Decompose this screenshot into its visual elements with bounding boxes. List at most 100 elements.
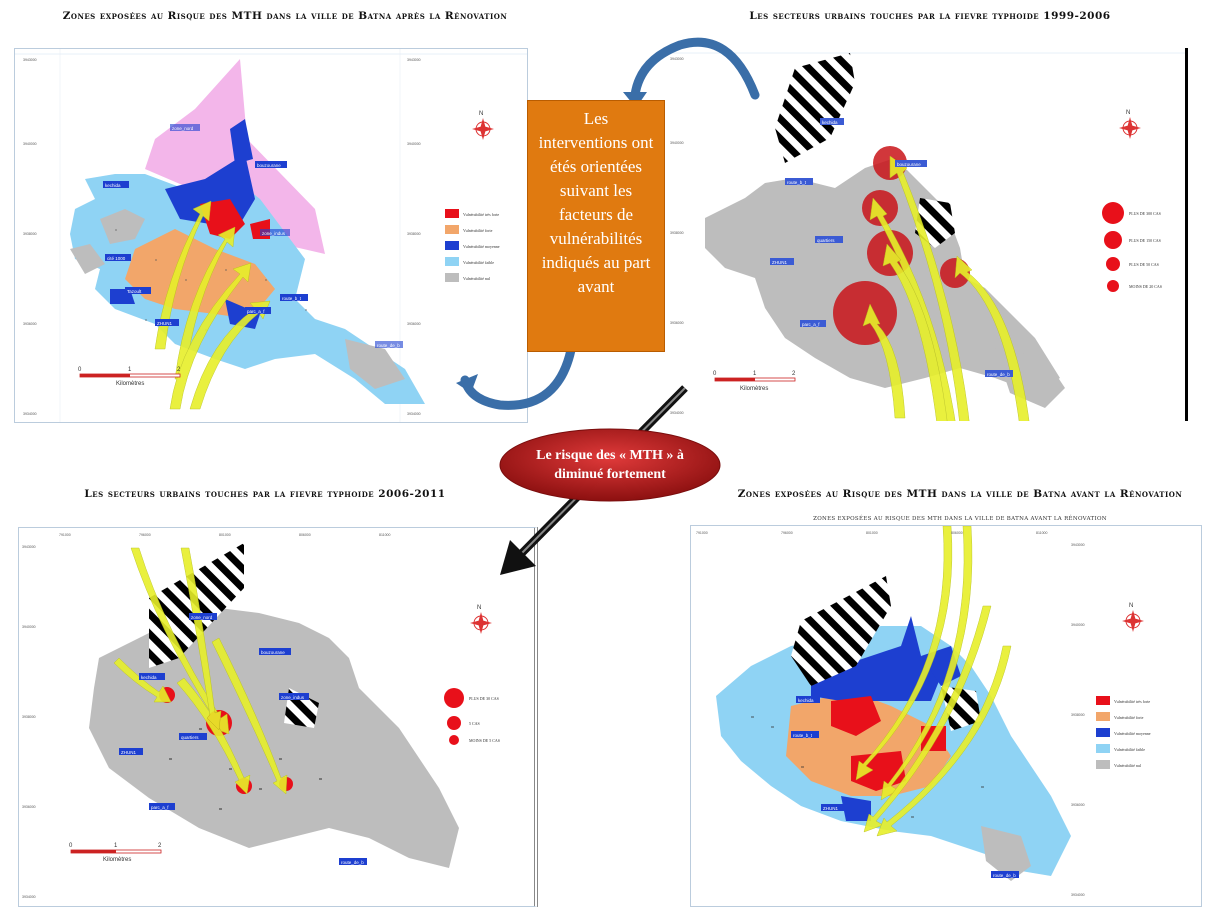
place-labels-tl: zone_nord bouzourane kechida zone_indus … xyxy=(103,124,403,348)
svg-text:3936000: 3936000 xyxy=(22,805,36,809)
svg-text:2: 2 xyxy=(177,367,181,373)
dark-blue-zone xyxy=(110,119,260,329)
svg-text:Vulnérabilité moyenne: Vulnérabilité moyenne xyxy=(463,244,500,249)
map-bottom-left: zone_nord bouzourane kechida zone_indus … xyxy=(18,527,538,907)
risk-bubble-text: Le risque des « MTH » à diminué fortemen… xyxy=(536,448,684,482)
cases-legend-1999: PLUS DE 300 CAS PLUS DE 150 CAS PLUS DE … xyxy=(1102,202,1162,292)
svg-text:3943000: 3943000 xyxy=(22,545,36,549)
compass-icon: N xyxy=(472,111,494,140)
svg-text:Vulnérabilité forte: Vulnérabilité forte xyxy=(463,228,493,233)
coords-tl: 3943000 3940000 3938000 3936000 3934000 … xyxy=(23,58,421,416)
red-zone xyxy=(200,199,270,239)
svg-text:Vulnérabilité faible: Vulnérabilité faible xyxy=(1114,747,1145,752)
svg-text:1: 1 xyxy=(753,371,757,377)
cases-legend-2006: PLUS DE 30 CAS 5 CAS MOINS DE 5 CAS xyxy=(444,688,500,745)
place-label: Tazoult xyxy=(127,289,142,294)
map-bottom-right: kechida route_b_t ZHUN1 route_de_b 79100… xyxy=(690,525,1202,907)
svg-text:3934000: 3934000 xyxy=(23,412,37,416)
risk-bubble-shape xyxy=(499,428,721,502)
svg-text:3943000: 3943000 xyxy=(1071,543,1085,547)
callout-text: Les interventions ont étés orientées sui… xyxy=(538,109,654,296)
place-label: kechida xyxy=(105,183,121,188)
svg-text:route_de_b: route_de_b xyxy=(987,372,1010,377)
place-label: cité 1000 xyxy=(107,256,126,261)
place-label: zone_indus xyxy=(262,231,286,236)
svg-text:Vulnérabilité nul: Vulnérabilité nul xyxy=(1114,763,1142,768)
svg-text:0: 0 xyxy=(78,367,82,373)
coords-br: 791000 796000 801000 806000 811000 39430… xyxy=(696,531,1085,897)
svg-text:Kilomètres: Kilomètres xyxy=(103,857,131,863)
map-top-left-svg: zone_nord bouzourane kechida zone_indus … xyxy=(15,49,527,422)
svg-text:kechida: kechida xyxy=(141,675,157,680)
svg-text:3940000: 3940000 xyxy=(407,142,421,146)
svg-text:MOINS DE 5 CAS: MOINS DE 5 CAS xyxy=(469,738,500,743)
svg-text:2: 2 xyxy=(158,843,162,849)
svg-text:route_de_b: route_de_b xyxy=(993,873,1016,878)
svg-text:N: N xyxy=(477,605,481,611)
svg-text:ZHUN1: ZHUN1 xyxy=(823,806,838,811)
map-top-right: kechida bouzourane route_b_t quartiers Z… xyxy=(665,48,1188,421)
svg-text:806000: 806000 xyxy=(299,533,311,537)
svg-text:801000: 801000 xyxy=(866,531,878,535)
compass-icon: N xyxy=(1122,603,1144,632)
svg-text:3938000: 3938000 xyxy=(670,231,684,235)
place-label: route_b_t xyxy=(282,296,302,301)
svg-text:route_b_t: route_b_t xyxy=(787,180,807,185)
place-labels-tr: kechida bouzourane route_b_t quartiers Z… xyxy=(770,118,1013,377)
yellow-arrows xyxy=(855,526,1012,837)
gray-zone xyxy=(70,209,405,389)
svg-text:ZHUN1: ZHUN1 xyxy=(772,260,787,265)
svg-text:PLUS DE 30 CAS: PLUS DE 30 CAS xyxy=(469,696,499,701)
svg-text:796000: 796000 xyxy=(781,531,793,535)
svg-text:PLUS DE 150 CAS: PLUS DE 150 CAS xyxy=(1129,238,1161,243)
compass-icon: N xyxy=(470,605,492,634)
svg-text:PLUS DE 300 CAS: PLUS DE 300 CAS xyxy=(1129,211,1161,216)
svg-text:Vulnérabilité très forte: Vulnérabilité très forte xyxy=(463,212,499,217)
title-bottom-left: Les secteurs urbains touches par la fiev… xyxy=(84,488,446,500)
svg-text:811000: 811000 xyxy=(379,533,390,537)
interventions-callout: Les interventions ont étés orientées sui… xyxy=(527,100,665,352)
place-label: ZHUN1 xyxy=(157,321,172,326)
scale-bar-tr: 0 1 2 Kilomètres xyxy=(713,371,796,392)
svg-text:3938000: 3938000 xyxy=(1071,713,1085,717)
compass-icon: N xyxy=(1119,110,1141,139)
svg-text:MOINS DE 20 CAS: MOINS DE 20 CAS xyxy=(1129,284,1162,289)
svg-text:3943000: 3943000 xyxy=(23,58,37,62)
svg-text:kechida: kechida xyxy=(822,120,838,125)
place-label: zone_nord xyxy=(172,126,194,131)
svg-text:route_b_t: route_b_t xyxy=(793,733,813,738)
svg-text:791000: 791000 xyxy=(696,531,708,535)
svg-text:0: 0 xyxy=(713,371,717,377)
svg-text:kechida: kechida xyxy=(798,698,814,703)
map-bottom-right-svg: kechida route_b_t ZHUN1 route_de_b 79100… xyxy=(696,526,1151,897)
svg-text:3936000: 3936000 xyxy=(670,321,684,325)
gray-city xyxy=(705,158,1060,393)
vulnerability-legend-br: Vulnérabilité très forte Vulnérabilité f… xyxy=(1096,696,1151,769)
svg-text:Vulnérabilité très forte: Vulnérabilité très forte xyxy=(1114,699,1150,704)
title-top-right: Les secteurs urbains touches par la fiev… xyxy=(749,10,1111,22)
svg-text:1: 1 xyxy=(114,843,118,849)
place-label: parc_a_f xyxy=(247,309,265,314)
svg-text:ZHUN1: ZHUN1 xyxy=(121,750,136,755)
svg-text:quartiers: quartiers xyxy=(181,735,199,740)
coords-tr: 3943000 3940000 3938000 3936000 3934000 xyxy=(670,57,684,415)
map-top-left: zone_nord bouzourane kechida zone_indus … xyxy=(14,48,528,423)
svg-text:route_de_b: route_de_b xyxy=(341,860,364,865)
svg-text:parc_a_f: parc_a_f xyxy=(151,805,169,810)
title-top-left: Zones exposées au Risque des MTH dans la… xyxy=(62,10,508,22)
dark-blue-zone xyxy=(811,616,941,701)
map-top-right-svg: kechida bouzourane route_b_t quartiers Z… xyxy=(665,52,1185,421)
svg-text:quartiers: quartiers xyxy=(817,238,835,243)
map-bottom-left-svg: zone_nord bouzourane kechida zone_indus … xyxy=(22,533,500,899)
svg-text:801000: 801000 xyxy=(219,533,231,537)
svg-text:3934000: 3934000 xyxy=(670,411,684,415)
hatched-zone xyxy=(791,576,891,686)
svg-text:791000: 791000 xyxy=(59,533,71,537)
svg-text:zone_indus: zone_indus xyxy=(281,695,305,700)
svg-text:3934000: 3934000 xyxy=(407,412,421,416)
svg-text:806000: 806000 xyxy=(951,531,963,535)
svg-text:3938000: 3938000 xyxy=(407,232,421,236)
scale-bar-bl: 0 1 2 Kilomètres xyxy=(69,843,162,863)
orange-zone xyxy=(125,229,275,319)
svg-text:Kilomètres: Kilomètres xyxy=(116,381,144,387)
